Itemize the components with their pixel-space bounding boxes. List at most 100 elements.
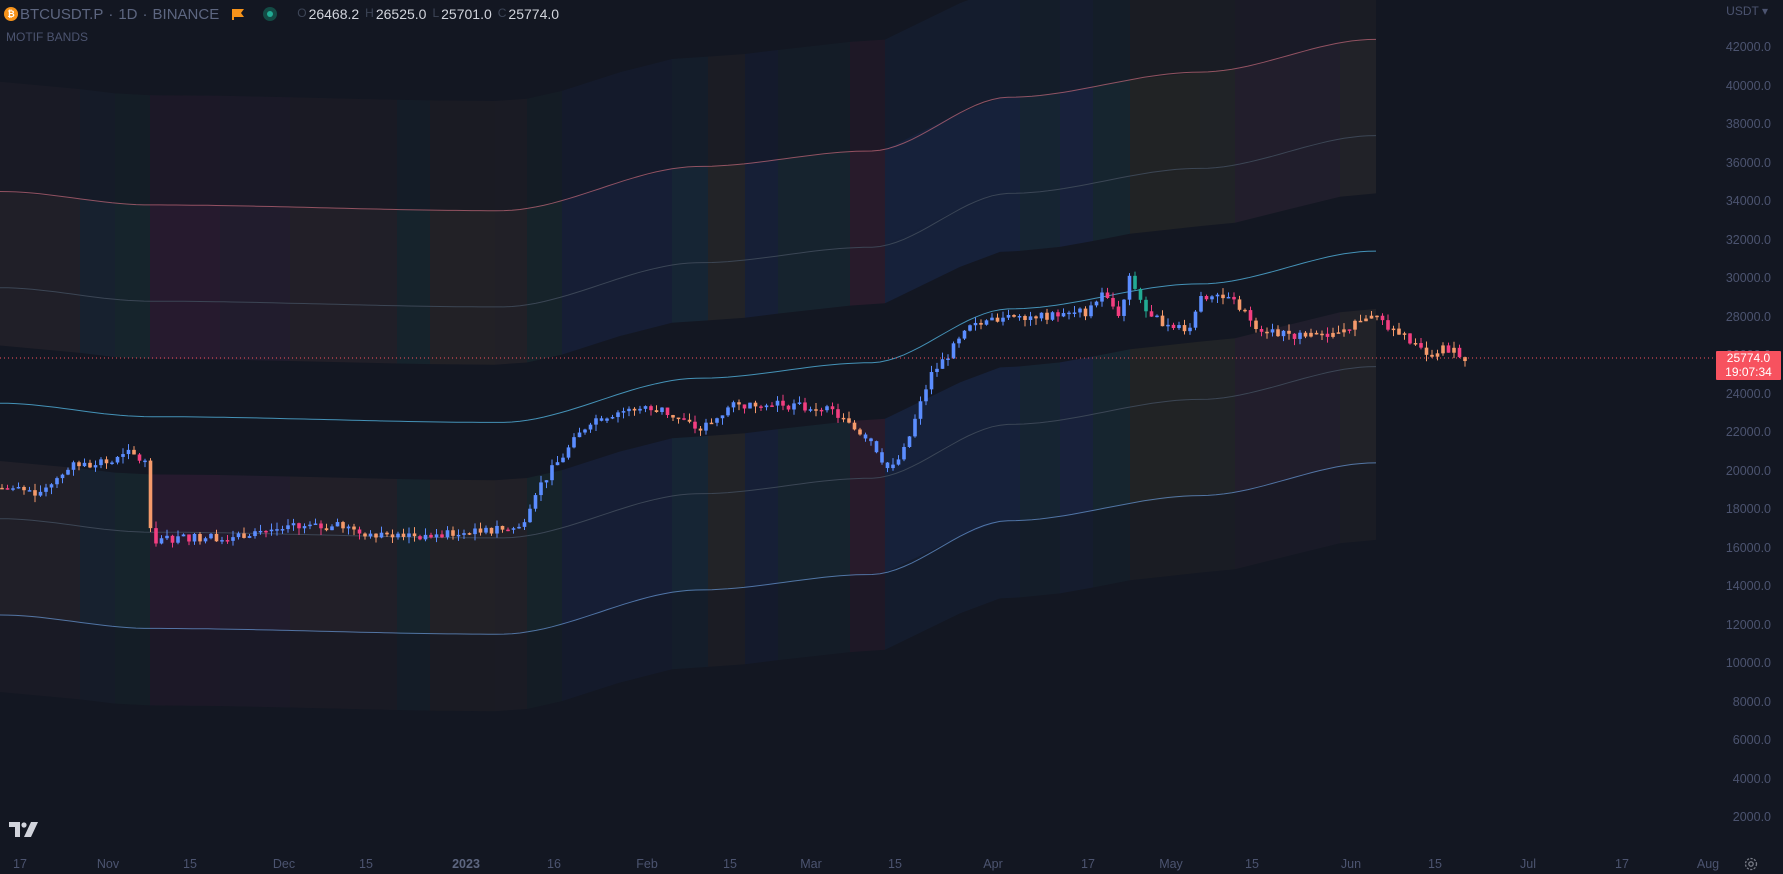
band-segment [360, 98, 397, 210]
band-segment [397, 478, 430, 538]
candle-body [1435, 353, 1440, 357]
band-segment [220, 95, 290, 207]
band-segment [1060, 0, 1093, 93]
candle-body [1237, 299, 1242, 310]
band-segment [220, 532, 290, 631]
candle-body [566, 447, 571, 458]
candle-body [517, 526, 521, 529]
band-segment [1000, 96, 1020, 195]
last-price-tag: 25774.0 19:07:34 [1716, 351, 1781, 380]
candle-body [209, 533, 213, 539]
candle-body [1160, 315, 1165, 327]
countdown-value: 19:07:34 [1725, 365, 1772, 379]
time-tick-label: 16 [547, 857, 561, 871]
candle-body [643, 406, 648, 409]
time-tick-label: May [1159, 857, 1183, 871]
band-segment [960, 425, 1000, 537]
candle-body [973, 322, 978, 326]
time-tick-label: Nov [96, 857, 120, 871]
band-segment [1060, 183, 1093, 247]
band-segment [0, 287, 80, 353]
candle-body [803, 402, 807, 411]
currency-label: USDT [1726, 4, 1759, 18]
candle-body [396, 533, 400, 538]
symbol-header[interactable]: ₿ BTCUSDT.P · 1D · BINANCE O 26468.2 H 2… [4, 3, 565, 25]
band-segment [1020, 516, 1060, 598]
time-tick-label: 15 [183, 857, 197, 871]
band-segment [527, 296, 562, 363]
candle-body [1111, 297, 1115, 307]
band-segment [1130, 399, 1200, 504]
price-candles [0, 271, 1467, 548]
band-segment [778, 151, 850, 256]
candle-body [1457, 347, 1462, 358]
band-segment [220, 475, 290, 535]
candle-body [1017, 315, 1022, 318]
band-segment [1290, 139, 1340, 210]
candle-body [814, 409, 818, 411]
candle-body [1386, 320, 1390, 330]
band-segment [778, 41, 850, 160]
settings-gear-icon[interactable] [1743, 856, 1759, 872]
band-segment [745, 49, 778, 164]
band-segment [672, 589, 708, 670]
band-segment [1000, 193, 1020, 252]
band-segment [708, 163, 745, 263]
candle-body [577, 432, 582, 438]
ohlc-low-key: L [432, 6, 440, 20]
candle-body [764, 405, 769, 408]
candle-body [1221, 294, 1225, 299]
price-tick-label: 12000.0 [1725, 617, 1771, 632]
candle-body [407, 533, 411, 537]
tradingview-logo-icon[interactable] [9, 822, 39, 837]
time-tick-label: Mar [800, 857, 822, 871]
indicator-label[interactable]: MOTIF BANDS [6, 30, 89, 44]
candle-body [1166, 324, 1170, 327]
candle-body [275, 529, 279, 531]
interval-label[interactable]: 1D [118, 5, 138, 23]
band-segment [495, 208, 527, 307]
candle-body [990, 317, 994, 321]
symbol-name[interactable]: BTCUSDT.P [20, 5, 104, 23]
candle-body [610, 417, 615, 419]
band-line [0, 250, 1377, 423]
band-segment [850, 572, 885, 653]
candle-body [165, 535, 169, 539]
candle-body [99, 459, 103, 466]
band-segment [1235, 478, 1290, 570]
candle-body [264, 530, 268, 533]
band-segment [885, 112, 960, 246]
band-segment [1020, 189, 1060, 251]
band-segment [1340, 462, 1376, 544]
currency-selector[interactable]: USDT ▾ [1726, 4, 1768, 18]
price-tick-label: 18000.0 [1725, 502, 1771, 516]
band-segment [360, 304, 397, 364]
candle-body [583, 429, 587, 433]
candle-body [280, 529, 285, 531]
band-segment [885, 536, 960, 650]
band-segment [1200, 395, 1235, 496]
ohlc-open-value: 26468.2 [308, 6, 360, 22]
candle-body [533, 495, 538, 509]
band-segment [1093, 79, 1130, 184]
candle-body [792, 403, 796, 410]
band-line [0, 462, 1377, 635]
candle-body [308, 524, 312, 527]
time-tick-label: Dec [272, 857, 296, 871]
band-segment [115, 203, 150, 302]
band-segment [150, 532, 220, 630]
band-segment [495, 304, 527, 365]
candle-body [555, 462, 560, 466]
candle-body [550, 465, 554, 481]
candle-body [825, 406, 829, 411]
flag-icon[interactable] [231, 8, 245, 20]
candle-body [462, 533, 466, 535]
price-tick-label: 16000.0 [1725, 540, 1771, 555]
candle-body [473, 528, 477, 535]
candle-body [671, 415, 675, 418]
band-segment [80, 295, 115, 358]
band-segment [708, 433, 745, 494]
candle-body [1281, 330, 1286, 337]
candle-body [1155, 315, 1159, 318]
